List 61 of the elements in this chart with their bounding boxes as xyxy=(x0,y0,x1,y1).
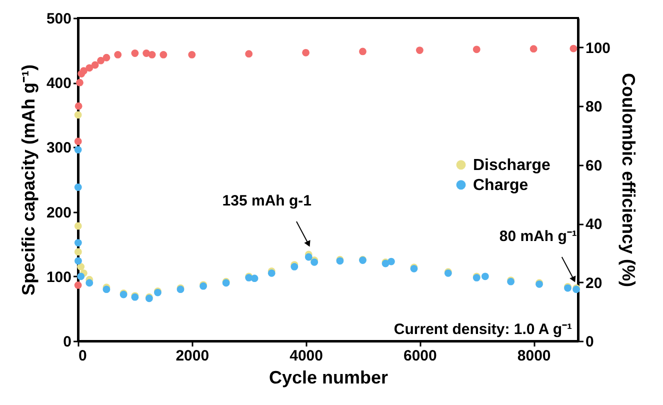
x-tick-label: 6000 xyxy=(404,348,437,364)
y2-tick-label: 0 xyxy=(586,334,594,350)
y2-tick-label: 20 xyxy=(586,274,602,292)
point xyxy=(74,138,82,146)
point xyxy=(131,50,139,57)
point xyxy=(86,279,94,287)
y-tick-label: 400 xyxy=(46,75,72,92)
point xyxy=(530,45,538,53)
point xyxy=(86,64,94,72)
annotation: 135 mAh g-1 xyxy=(222,192,312,210)
y-axis-title: Specific capacity (mAh g⁻¹) xyxy=(18,64,38,296)
point xyxy=(245,50,253,58)
point xyxy=(416,46,424,54)
point xyxy=(76,78,84,86)
x-axis-title: Cycle number xyxy=(268,368,388,388)
point xyxy=(74,146,82,154)
y2-tick-label: 80 xyxy=(586,98,602,116)
point xyxy=(188,51,196,58)
y2-tick-label: 100 xyxy=(586,40,611,57)
point xyxy=(74,184,82,191)
point xyxy=(472,46,480,54)
point xyxy=(74,248,82,256)
point xyxy=(102,54,110,62)
point xyxy=(74,282,82,289)
y2-tick-label: 60 xyxy=(586,157,602,174)
annotation: Current density: 1.0 A g⁻¹ xyxy=(394,321,572,338)
point xyxy=(359,48,366,56)
y2-axis-title: Coulombic efficiency (%) xyxy=(618,72,639,288)
y2-tick-label: 40 xyxy=(586,216,602,234)
point xyxy=(97,56,104,64)
point xyxy=(74,239,82,247)
annotation: 80 mAh g⁻¹ xyxy=(499,228,577,246)
point xyxy=(148,51,156,58)
point xyxy=(77,272,85,280)
y-tick-label: 100 xyxy=(46,268,72,286)
point xyxy=(74,111,82,119)
point xyxy=(481,272,489,280)
point xyxy=(74,257,82,265)
point xyxy=(570,44,578,52)
x-tick-label: 2000 xyxy=(176,348,210,364)
x-tick-label: 4000 xyxy=(290,348,323,364)
x-tick-label: 0 xyxy=(78,348,87,364)
point xyxy=(250,274,258,282)
y-tick-label: 500 xyxy=(46,10,72,28)
legend-label: Charge xyxy=(473,176,528,194)
point xyxy=(160,51,168,58)
point xyxy=(388,258,395,266)
point xyxy=(77,263,85,270)
point xyxy=(142,50,150,57)
y-tick-label: 0 xyxy=(63,334,72,350)
point xyxy=(114,51,122,58)
point xyxy=(91,61,99,69)
point xyxy=(302,48,310,56)
point xyxy=(74,102,82,110)
x-tick-label: 8000 xyxy=(517,348,551,364)
y-tick-label: 300 xyxy=(46,140,72,157)
point xyxy=(80,67,88,75)
point xyxy=(74,222,82,230)
y-tick-label: 200 xyxy=(46,204,72,222)
point xyxy=(304,253,312,261)
legend-label: Discharge xyxy=(473,156,550,174)
